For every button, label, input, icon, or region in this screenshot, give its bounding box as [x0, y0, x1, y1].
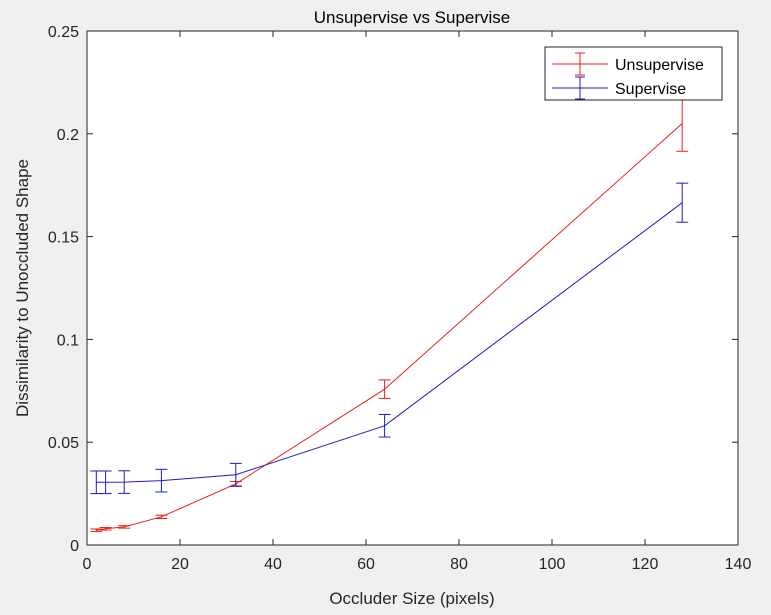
x-tick-label: 40: [264, 556, 282, 573]
data-point: [160, 480, 162, 482]
error-bar-unsupervise: [118, 525, 131, 529]
data-point: [384, 388, 386, 390]
y-tick-label: 0: [70, 538, 79, 555]
x-tick-label: 0: [83, 556, 92, 573]
data-point: [384, 425, 386, 427]
data-point: [235, 474, 237, 476]
legend-entries: Unsupervise Supervise: [552, 52, 704, 100]
x-tick-label: 120: [632, 556, 659, 573]
error-bar-supervise: [155, 468, 168, 493]
error-bar-supervise: [118, 470, 131, 494]
x-tick-label: 140: [725, 556, 752, 573]
y-tick-label: 0.05: [48, 435, 79, 452]
error-bar-unsupervise: [99, 527, 112, 531]
data-point: [681, 202, 683, 204]
data-point: [123, 481, 125, 483]
data-point: [160, 516, 162, 518]
error-bar-supervise: [676, 182, 689, 223]
y-tick-label: 0.25: [48, 24, 79, 41]
data-point: [681, 123, 683, 125]
legend-entry-unsupervise: Unsupervise: [552, 52, 704, 76]
error-bar-unsupervise: [90, 528, 103, 532]
data-point: [105, 481, 107, 483]
legend-entry-supervise: Supervise: [552, 76, 686, 100]
data-point: [123, 526, 125, 528]
error-bar-supervise: [229, 462, 242, 487]
legend-label: Unsupervise: [615, 57, 704, 74]
y-tick-label: 0.2: [57, 127, 79, 144]
plot-area: [86, 30, 739, 546]
chart-title: Unsupervise vs Supervise: [314, 8, 511, 27]
x-tick-label: 20: [171, 556, 189, 573]
error-bar-supervise: [99, 470, 112, 495]
legend-label: Supervise: [615, 81, 686, 98]
y-tick-label: 0.1: [57, 332, 79, 349]
legend: Unsupervise Supervise: [544, 46, 723, 101]
data-point: [95, 529, 97, 531]
error-bar-unsupervise: [155, 514, 168, 519]
legend-box: [544, 46, 723, 101]
x-axis-label: Occluder Size (pixels): [329, 589, 494, 608]
error-bar-supervise: [378, 413, 391, 438]
axis-ticks: 0 20 40 60 80 100 120 140 0 0.05 0.1 0.15 0.2 0.25: [48, 24, 752, 573]
y-axis-label: Dissimilarity to Unoccluded Shape: [13, 159, 32, 417]
x-tick-label: 80: [450, 556, 468, 573]
error-bar-unsupervise: [378, 379, 391, 399]
series-layer: [90, 95, 689, 532]
data-point: [95, 481, 97, 483]
data-point: [105, 528, 107, 530]
x-tick-label: 60: [357, 556, 375, 573]
y-tick-label: 0.15: [48, 230, 79, 247]
x-tick-label: 100: [539, 556, 566, 573]
